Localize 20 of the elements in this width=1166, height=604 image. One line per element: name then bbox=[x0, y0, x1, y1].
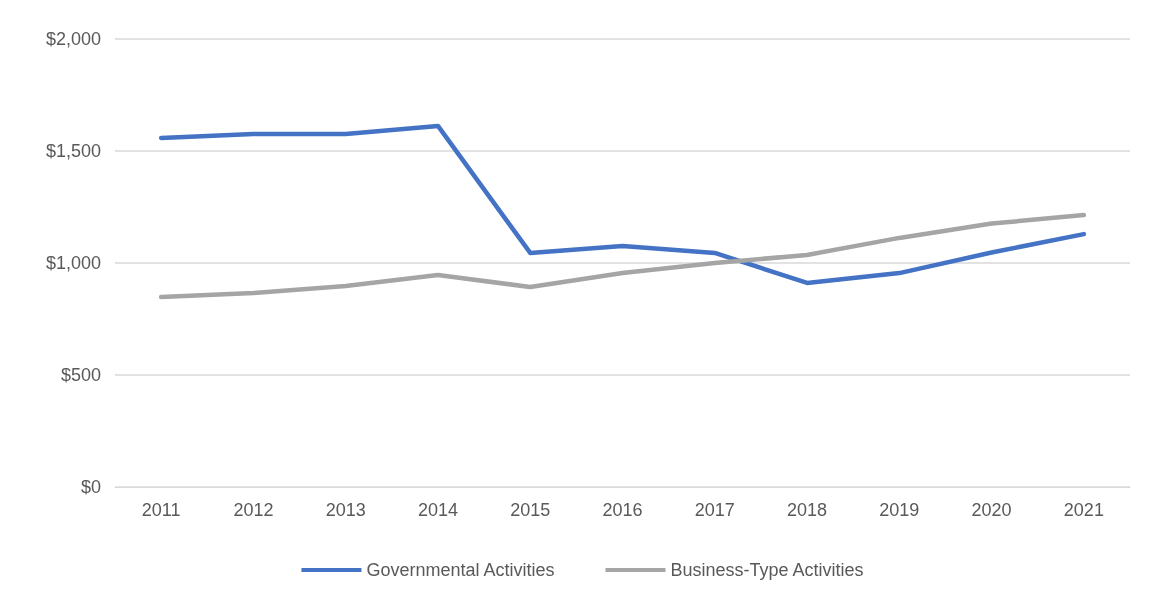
x-tick-label: 2021 bbox=[1063, 500, 1104, 520]
y-tick-label: $1,000 bbox=[45, 253, 101, 273]
legend-label: Business-Type Activities bbox=[670, 560, 864, 580]
x-tick-label: 2017 bbox=[694, 500, 735, 520]
x-tick-label: 2016 bbox=[602, 500, 643, 520]
y-tick-label: $0 bbox=[80, 477, 101, 497]
x-tick-label: 2018 bbox=[787, 500, 828, 520]
legend-label: Governmental Activities bbox=[366, 560, 555, 580]
x-tick-label: 2013 bbox=[325, 500, 366, 520]
y-tick-label: $1,500 bbox=[45, 141, 101, 161]
line-series bbox=[158, 212, 1087, 300]
y-tick-label: $2,000 bbox=[45, 29, 101, 49]
x-tick-label: 2020 bbox=[971, 500, 1012, 520]
x-tick-label: 2015 bbox=[510, 500, 551, 520]
x-tick-label: 2014 bbox=[417, 500, 458, 520]
x-tick-label: 2019 bbox=[879, 500, 920, 520]
y-tick-label: $500 bbox=[60, 365, 101, 385]
x-tick-label: 2011 bbox=[141, 500, 181, 520]
x-tick-label: 2012 bbox=[233, 500, 274, 520]
line-series bbox=[158, 123, 1087, 286]
